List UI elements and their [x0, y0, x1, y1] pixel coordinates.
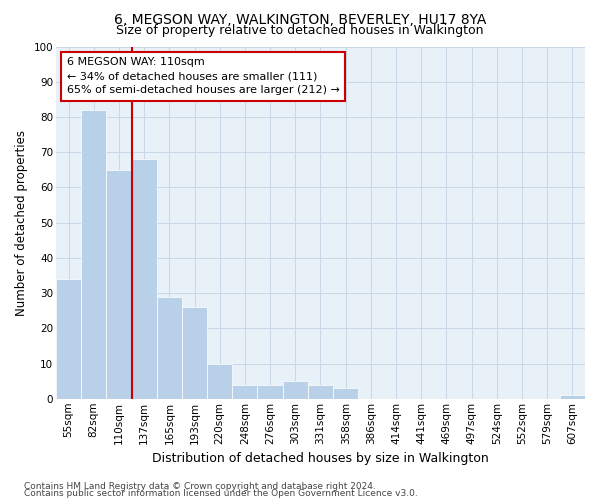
Bar [56, 279, 81, 399]
Bar [131, 159, 157, 399]
Bar [333, 388, 358, 399]
Bar [232, 384, 257, 399]
Bar [182, 307, 207, 399]
Bar [207, 364, 232, 399]
Text: Size of property relative to detached houses in Walkington: Size of property relative to detached ho… [116, 24, 484, 37]
X-axis label: Distribution of detached houses by size in Walkington: Distribution of detached houses by size … [152, 452, 489, 465]
Bar [560, 395, 585, 399]
Y-axis label: Number of detached properties: Number of detached properties [15, 130, 28, 316]
Text: 6 MEGSON WAY: 110sqm
← 34% of detached houses are smaller (111)
65% of semi-deta: 6 MEGSON WAY: 110sqm ← 34% of detached h… [67, 57, 340, 95]
Bar [106, 170, 131, 399]
Bar [308, 384, 333, 399]
Bar [283, 381, 308, 399]
Text: Contains HM Land Registry data © Crown copyright and database right 2024.: Contains HM Land Registry data © Crown c… [24, 482, 376, 491]
Text: Contains public sector information licensed under the Open Government Licence v3: Contains public sector information licen… [24, 489, 418, 498]
Text: 6, MEGSON WAY, WALKINGTON, BEVERLEY, HU17 8YA: 6, MEGSON WAY, WALKINGTON, BEVERLEY, HU1… [114, 12, 486, 26]
Bar [81, 110, 106, 399]
Bar [257, 384, 283, 399]
Bar [157, 296, 182, 399]
